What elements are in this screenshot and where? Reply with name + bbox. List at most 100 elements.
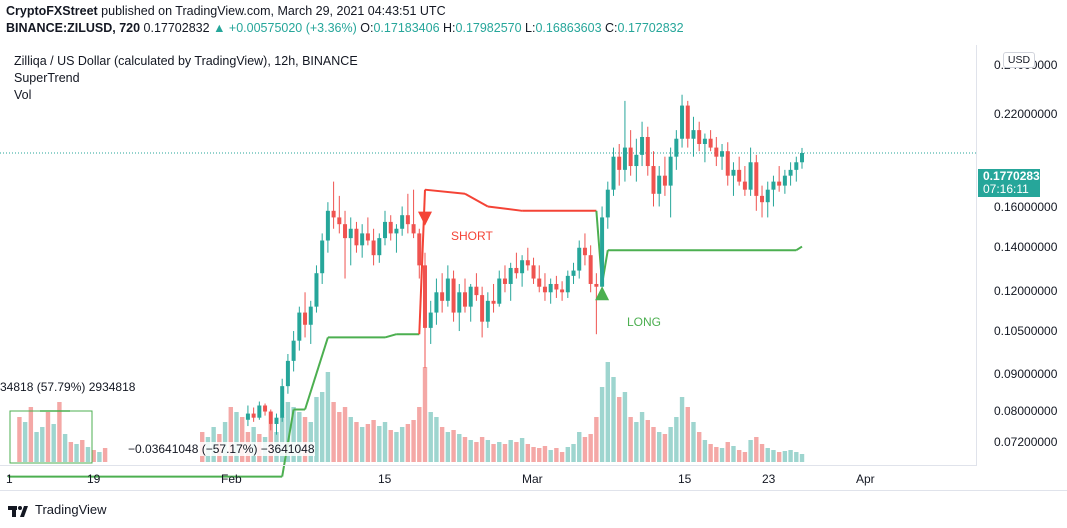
candle-body [748, 162, 753, 190]
candle-body [720, 151, 725, 157]
tradingview-logo-icon [8, 503, 30, 517]
candle-body [651, 166, 656, 194]
candle-body [405, 215, 410, 225]
volume-bar [468, 440, 473, 462]
candle-body [337, 217, 342, 225]
volume-bar [342, 407, 348, 462]
time-axis[interactable]: 1 19 Feb 15 Mar 15 23 Apr [0, 465, 977, 490]
candle-body [360, 233, 365, 246]
candle-body [628, 147, 633, 167]
candle-body [800, 153, 805, 163]
candle-body [445, 278, 450, 301]
candle-body [325, 210, 330, 241]
volume-bar [708, 444, 713, 462]
volume-bar [731, 446, 736, 462]
tradingview-logo[interactable]: TradingView [8, 502, 107, 517]
volume-bar [228, 407, 233, 462]
volume-bar [91, 450, 96, 462]
candle-body [388, 221, 393, 234]
volume-bar [788, 450, 793, 462]
high-label: H: [443, 21, 456, 35]
candle-body [765, 189, 770, 203]
volume-bar [40, 427, 45, 462]
volume-bar [719, 448, 725, 462]
volume-bar [771, 450, 776, 462]
volume-bar [559, 452, 565, 462]
candle-body [600, 217, 605, 287]
volume-bar [565, 447, 571, 462]
legend-volume[interactable]: Vol [14, 88, 32, 102]
candle-body [605, 189, 610, 218]
volume-bar [291, 407, 296, 462]
high-value: 0.17982570 [455, 21, 522, 35]
candle-body [291, 340, 296, 361]
time-tick: 19 [87, 472, 101, 486]
volume-bar [337, 412, 342, 462]
candle-body [297, 312, 302, 341]
price-change: ▲ +0.00575020 (+3.36%) [213, 21, 357, 35]
candle-body [411, 224, 416, 234]
volume-bar [582, 437, 588, 462]
candle-body [657, 175, 662, 194]
price-axis[interactable]: 0.24000000 0.22000000 0.16000000 0.14000… [977, 45, 1067, 465]
volume-bar [371, 420, 376, 462]
candle-body [640, 136, 645, 155]
time-tick: 23 [762, 472, 776, 486]
published-text: published on TradingView.com, March 29, … [101, 4, 446, 18]
volume-bar [388, 430, 393, 462]
candle-body [497, 278, 502, 304]
candle-body [434, 292, 439, 313]
candle-body [285, 360, 290, 387]
volume-bar [68, 442, 74, 462]
candle-body [400, 215, 405, 229]
candle-body [331, 210, 336, 218]
volume-bar [577, 432, 582, 462]
candle-body [577, 247, 582, 271]
candle-body [548, 283, 553, 293]
tradingview-brand: TradingView [35, 502, 107, 517]
legend-supertrend[interactable]: SuperTrend [14, 71, 80, 85]
volume-bar [411, 420, 416, 462]
long-signal-arrow [595, 286, 610, 301]
candle-body [428, 312, 433, 328]
volume-bar [457, 434, 462, 462]
currency-button[interactable]: USD [1003, 52, 1035, 68]
candle-body [794, 162, 799, 170]
volume-bar [714, 447, 719, 462]
candle-body [531, 265, 536, 279]
candle-body [554, 283, 559, 290]
volume-bar [748, 440, 753, 462]
volume-bar [491, 444, 496, 462]
price-tick: 0.09000000 [994, 367, 1058, 381]
candle-body [788, 169, 793, 176]
volume-bar [85, 447, 91, 462]
chart-pane[interactable] [0, 45, 977, 465]
volume-bar [605, 362, 610, 462]
volume-bar [514, 442, 519, 462]
volume-bar [74, 444, 79, 462]
volume-bar [508, 440, 513, 462]
candle-body [423, 265, 427, 328]
volume-bar [691, 422, 696, 462]
candle-body [508, 267, 513, 284]
volume-bar [542, 446, 548, 462]
price-tick: 0.14000000 [994, 240, 1058, 254]
candle-body [468, 286, 473, 307]
candle-body [348, 228, 353, 239]
volume-bar [651, 427, 656, 462]
volume-bar [696, 432, 702, 462]
publisher-name[interactable]: CryptoFXStreet [6, 4, 98, 18]
publish-header: CryptoFXStreet published on TradingView.… [6, 4, 446, 18]
candle-body [314, 273, 319, 307]
volume-bar [799, 454, 805, 462]
price-tick: 0.10500000 [994, 324, 1058, 338]
candle-body [771, 181, 776, 190]
candle-body [377, 238, 382, 256]
low-label: L: [525, 21, 536, 35]
volume-bar [634, 422, 639, 462]
volume-bar [548, 450, 553, 462]
volume-bar [782, 451, 788, 462]
candle-body [594, 283, 599, 287]
volume-bar [62, 434, 68, 462]
